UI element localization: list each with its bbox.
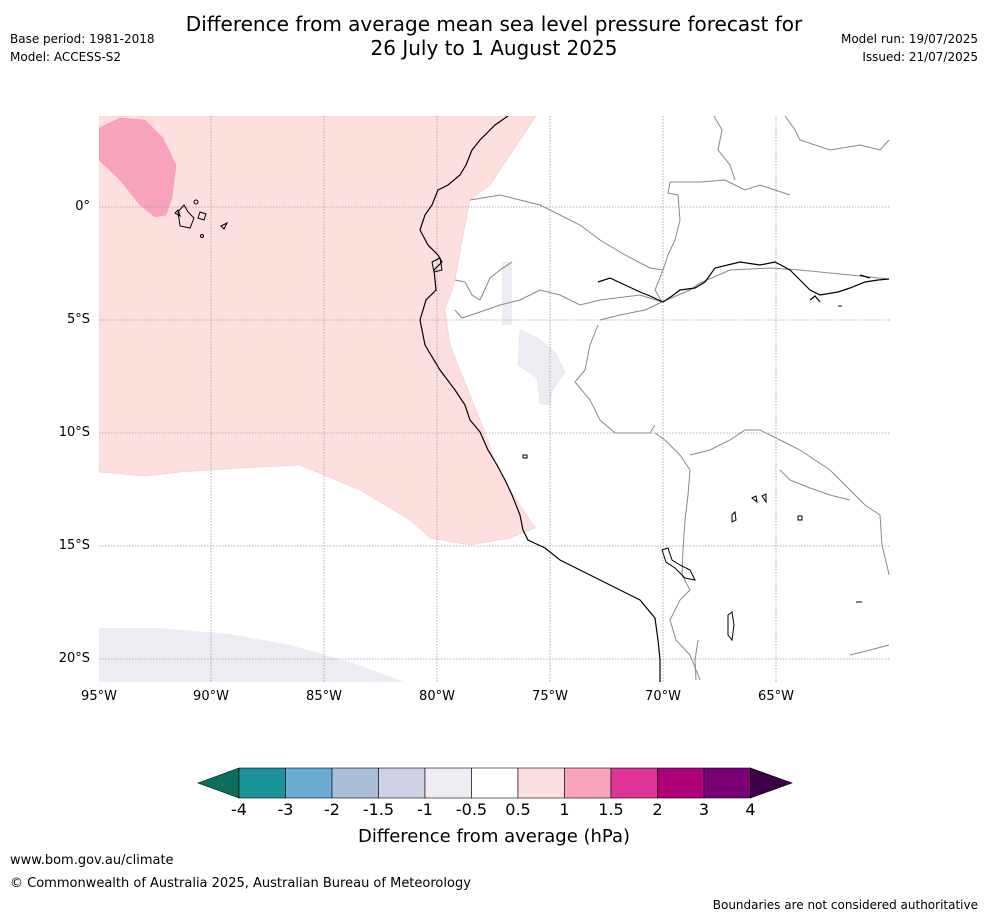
graticule — [99, 116, 890, 682]
colorbar-tick-label: -1.5 — [362, 800, 395, 819]
coastline — [419, 116, 890, 682]
colorbar-tick-label: 2 — [652, 800, 663, 819]
lon-label-65w: 65°W — [758, 689, 794, 704]
colorbar-segment — [564, 767, 612, 799]
lon-label-90w: 90°W — [193, 689, 229, 704]
lat-label-15s: 15°S — [58, 538, 90, 553]
weak-negative-anomaly-inland — [517, 329, 566, 405]
lat-label-5s: 5°S — [66, 312, 90, 327]
colorbar-tick-label: -4 — [231, 800, 247, 819]
country-borders — [454, 116, 890, 681]
colorbar-segment — [238, 767, 286, 799]
base-period: Base period: 1981-2018 — [10, 32, 155, 46]
colorbar-tick-label: -0.5 — [455, 800, 488, 819]
model-name: Model: ACCESS-S2 — [10, 50, 122, 64]
footer-disclaimer: Boundaries are not considered authoritat… — [712, 898, 978, 912]
colorbar-segment — [471, 767, 519, 799]
model-run: Model run: 19/07/2025 — [840, 32, 978, 46]
colorbar-extend-low — [197, 767, 240, 799]
colorbar-tick-label: -2 — [324, 800, 340, 819]
footer-copyright: © Commonwealth of Australia 2025, Austra… — [10, 876, 471, 891]
meta-left: Base period: 1981-2018 Model: ACCESS-S2 — [10, 30, 155, 66]
colorbar-segment — [378, 767, 426, 799]
meta-right: Model run: 19/07/2025 Issued: 21/07/2025 — [841, 30, 978, 66]
colorbar-segment — [703, 767, 751, 799]
colorbar-segment — [517, 767, 565, 799]
colorbar-segment — [285, 767, 333, 799]
colorbar-segment — [424, 767, 472, 799]
weak-negative-anomaly-sw — [99, 628, 405, 682]
lon-label-95w: 95°W — [81, 689, 117, 704]
colorbar-tick-label: -1 — [417, 800, 433, 819]
lon-label-75w: 75°W — [532, 689, 568, 704]
colorbar-tick-label: 3 — [698, 800, 710, 819]
colorbar-tick-label: -3 — [277, 800, 294, 819]
lon-label-85w: 85°W — [306, 689, 342, 704]
weak-negative-anomaly-strip — [502, 262, 512, 325]
colorbar-label: Difference from average (hPa) — [357, 826, 631, 847]
lat-label-10s: 10°S — [58, 425, 90, 440]
lon-label-70w: 70°W — [645, 689, 681, 704]
lat-label-20s: 20°S — [58, 651, 90, 666]
colorbar-tick-label: 1 — [559, 800, 570, 819]
colorbar-segment — [331, 767, 379, 799]
colorbar-segment — [657, 767, 705, 799]
issued-date: Issued: 21/07/2025 — [862, 50, 978, 64]
colorbar-tick-label: 0.5 — [505, 800, 531, 819]
moderate-positive-anomaly-region — [99, 117, 177, 218]
page-title: Difference from average mean sea level p… — [0, 12, 988, 60]
islands-and-lakes — [174, 199, 862, 642]
colorbar-tick-label: 4 — [745, 800, 756, 819]
footer-url: www.bom.gov.au/climate — [10, 853, 174, 868]
colorbar-segment — [610, 767, 658, 799]
colorbar-extend-high — [750, 767, 793, 799]
map-area — [99, 116, 890, 682]
lon-label-80w: 80°W — [419, 689, 455, 704]
colorbar — [197, 767, 793, 799]
colorbar-tick-label: 1.5 — [598, 800, 624, 819]
title-line-1: Difference from average mean sea level p… — [185, 12, 803, 36]
title-line-2: 26 July to 1 August 2025 — [370, 36, 618, 60]
lat-label-0: 0° — [75, 199, 90, 214]
